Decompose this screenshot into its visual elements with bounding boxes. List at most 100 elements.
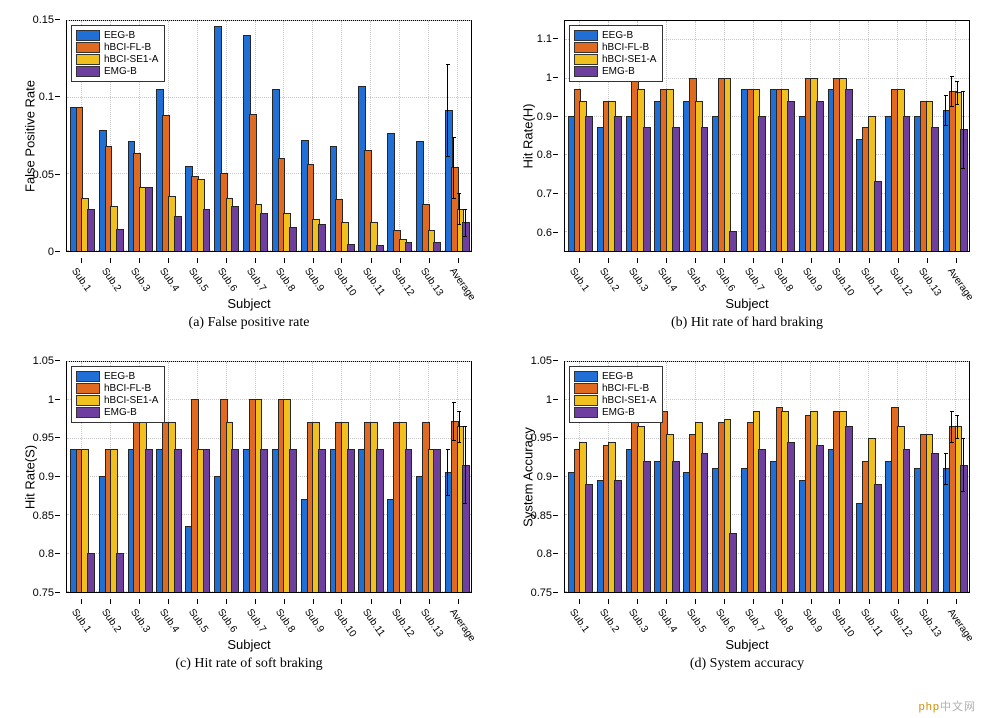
legend-label: hBCI-SE1-A: [104, 395, 158, 406]
plot-area: EEG-BhBCI-FL-BhBCI-SE1-AEMG-B: [66, 20, 472, 252]
xtick-label: Sub.7: [741, 607, 765, 635]
error-cap: [961, 491, 965, 492]
xtick-mark: [255, 258, 256, 263]
error-bar: [453, 138, 454, 199]
panel-caption: (a) False positive rate: [20, 315, 478, 331]
legend-swatch: [574, 54, 598, 65]
panel-caption: (d) System accuracy: [518, 656, 976, 672]
bar: [145, 187, 153, 251]
xtick-mark: [284, 258, 285, 263]
legend-swatch: [76, 30, 100, 41]
ytick-mark: [55, 360, 60, 361]
bar: [231, 206, 239, 251]
xtick-label: Sub.4: [156, 266, 180, 294]
panel-caption: (b) Hit rate of hard braking: [518, 315, 976, 331]
xtick-mark: [869, 599, 870, 604]
legend-swatch: [76, 42, 100, 53]
bar: [289, 227, 297, 251]
bar: [405, 449, 413, 592]
legend-label: EEG-B: [602, 371, 633, 382]
xtick-label: Sub.4: [654, 607, 678, 635]
ytick-label: 0.75: [531, 587, 552, 599]
ytick-label: 0.85: [33, 510, 54, 522]
error-bar: [453, 403, 454, 441]
xtick-label: Sub.8: [770, 607, 794, 635]
error-cap: [950, 442, 954, 443]
xtick-label: Sub.3: [127, 266, 151, 294]
legend-item: hBCI-FL-B: [574, 42, 656, 53]
bar: [433, 242, 441, 251]
bar: [231, 449, 239, 592]
bar: [758, 449, 766, 592]
chart-wrap: False Positive Rate00.050.10.15EEG-BhBCI…: [66, 20, 472, 252]
xtick-label: Sub.12: [388, 266, 415, 298]
ytick-mark: [55, 19, 60, 20]
ytick-mark: [553, 360, 558, 361]
xtick-mark: [869, 258, 870, 263]
legend-swatch: [574, 42, 598, 53]
ytick-mark: [553, 232, 558, 233]
legend-swatch: [76, 371, 100, 382]
legend-label: EMG-B: [104, 407, 137, 418]
ytick-mark: [553, 592, 558, 593]
ytick-label: 0.95: [531, 432, 552, 444]
xtick-mark: [753, 258, 754, 263]
xtick-label: Sub.7: [243, 607, 267, 635]
ytick-mark: [553, 77, 558, 78]
xtick-mark: [197, 599, 198, 604]
legend-label: hBCI-SE1-A: [104, 54, 158, 65]
xtick-label: Sub.4: [156, 607, 180, 635]
xtick-mark: [666, 258, 667, 263]
ytick-label: 0.8: [537, 548, 552, 560]
error-cap: [463, 426, 467, 427]
legend-swatch: [574, 395, 598, 406]
bar: [903, 116, 911, 251]
bar: [289, 449, 297, 592]
error-bar: [963, 439, 964, 493]
xtick-mark: [313, 599, 314, 604]
ytick-label: 1.1: [537, 33, 552, 45]
ytick-mark: [553, 437, 558, 438]
ytick-label: 1: [546, 394, 552, 406]
bar: [787, 442, 795, 593]
legend-swatch: [574, 371, 598, 382]
error-bar: [459, 412, 460, 443]
legend-item: hBCI-SE1-A: [574, 54, 656, 65]
bar: [960, 465, 968, 593]
xtick-mark: [429, 258, 430, 263]
legend-label: hBCI-FL-B: [104, 383, 151, 394]
plot-area: EEG-BhBCI-FL-BhBCI-SE1-AEMG-B: [564, 20, 970, 252]
xtick-label: Sub.6: [712, 607, 736, 635]
bar: [816, 445, 824, 592]
xtick-mark: [81, 258, 82, 263]
legend-swatch: [76, 407, 100, 418]
chart-wrap: System Accuracy0.750.80.850.90.9511.05EE…: [564, 361, 970, 593]
bar: [672, 461, 680, 592]
xtick-mark: [429, 599, 430, 604]
error-cap: [955, 81, 959, 82]
error-bar: [447, 65, 448, 157]
xtick-label: Sub.1: [567, 607, 591, 635]
error-cap: [463, 503, 467, 504]
xtick-label: Sub.10: [330, 607, 357, 639]
ytick-label: 0.9: [39, 471, 54, 483]
bar: [260, 213, 268, 251]
bar: [203, 449, 211, 592]
legend: EEG-BhBCI-FL-BhBCI-SE1-AEMG-B: [71, 366, 165, 423]
legend: EEG-BhBCI-FL-BhBCI-SE1-AEMG-B: [71, 25, 165, 82]
legend-label: hBCI-FL-B: [602, 383, 649, 394]
legend-swatch: [574, 30, 598, 41]
xtick-mark: [579, 258, 580, 263]
bar: [614, 480, 622, 592]
error-cap: [950, 106, 954, 107]
xtick-mark: [226, 258, 227, 263]
xtick-mark: [927, 258, 928, 263]
panel-d: System Accuracy0.750.80.850.90.9511.05EE…: [518, 361, 976, 672]
error-cap: [950, 76, 954, 77]
xtick-mark: [458, 258, 459, 263]
bar: [585, 484, 593, 592]
xtick-mark: [341, 258, 342, 263]
legend-item: EEG-B: [574, 371, 656, 382]
xtick-mark: [608, 258, 609, 263]
bar: [931, 453, 939, 592]
